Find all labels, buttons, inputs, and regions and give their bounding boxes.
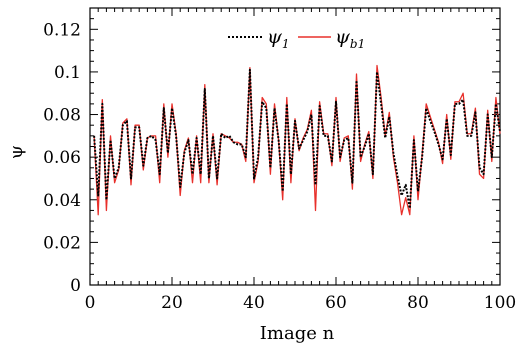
y-axis-title: ψ	[6, 145, 27, 159]
legend-label-psib1: ψb1	[335, 26, 365, 51]
y-tick-label: 0.06	[43, 148, 81, 168]
legend: ψ1 ψb1	[228, 26, 365, 51]
legend-label-psi1-sub: 1	[282, 37, 290, 51]
x-tick-label: 20	[161, 293, 183, 313]
x-tick-label: 40	[243, 293, 265, 313]
series-line-psi1	[93, 68, 501, 210]
x-tick-label: 100	[484, 293, 516, 313]
legend-label-psi1: ψ1	[267, 26, 290, 51]
y-tick-label: 0	[70, 276, 81, 296]
y-tick-label: 0.04	[43, 191, 81, 211]
legend-label-psib1-sub: b1	[350, 37, 365, 51]
legend-label-psi1-base: ψ	[267, 26, 283, 48]
x-tick-label: 0	[85, 293, 96, 313]
x-axis-title: Image n	[260, 323, 335, 344]
y-tick-label: 0.02	[43, 233, 81, 253]
legend-label-psib1-base: ψ	[335, 26, 351, 48]
y-tick-label: 0.1	[54, 63, 81, 83]
x-tick-label: 80	[407, 293, 429, 313]
y-tick-label: 0.08	[43, 106, 81, 126]
y-tick-label: 0.12	[43, 20, 81, 40]
x-tick-label: 60	[325, 293, 347, 313]
